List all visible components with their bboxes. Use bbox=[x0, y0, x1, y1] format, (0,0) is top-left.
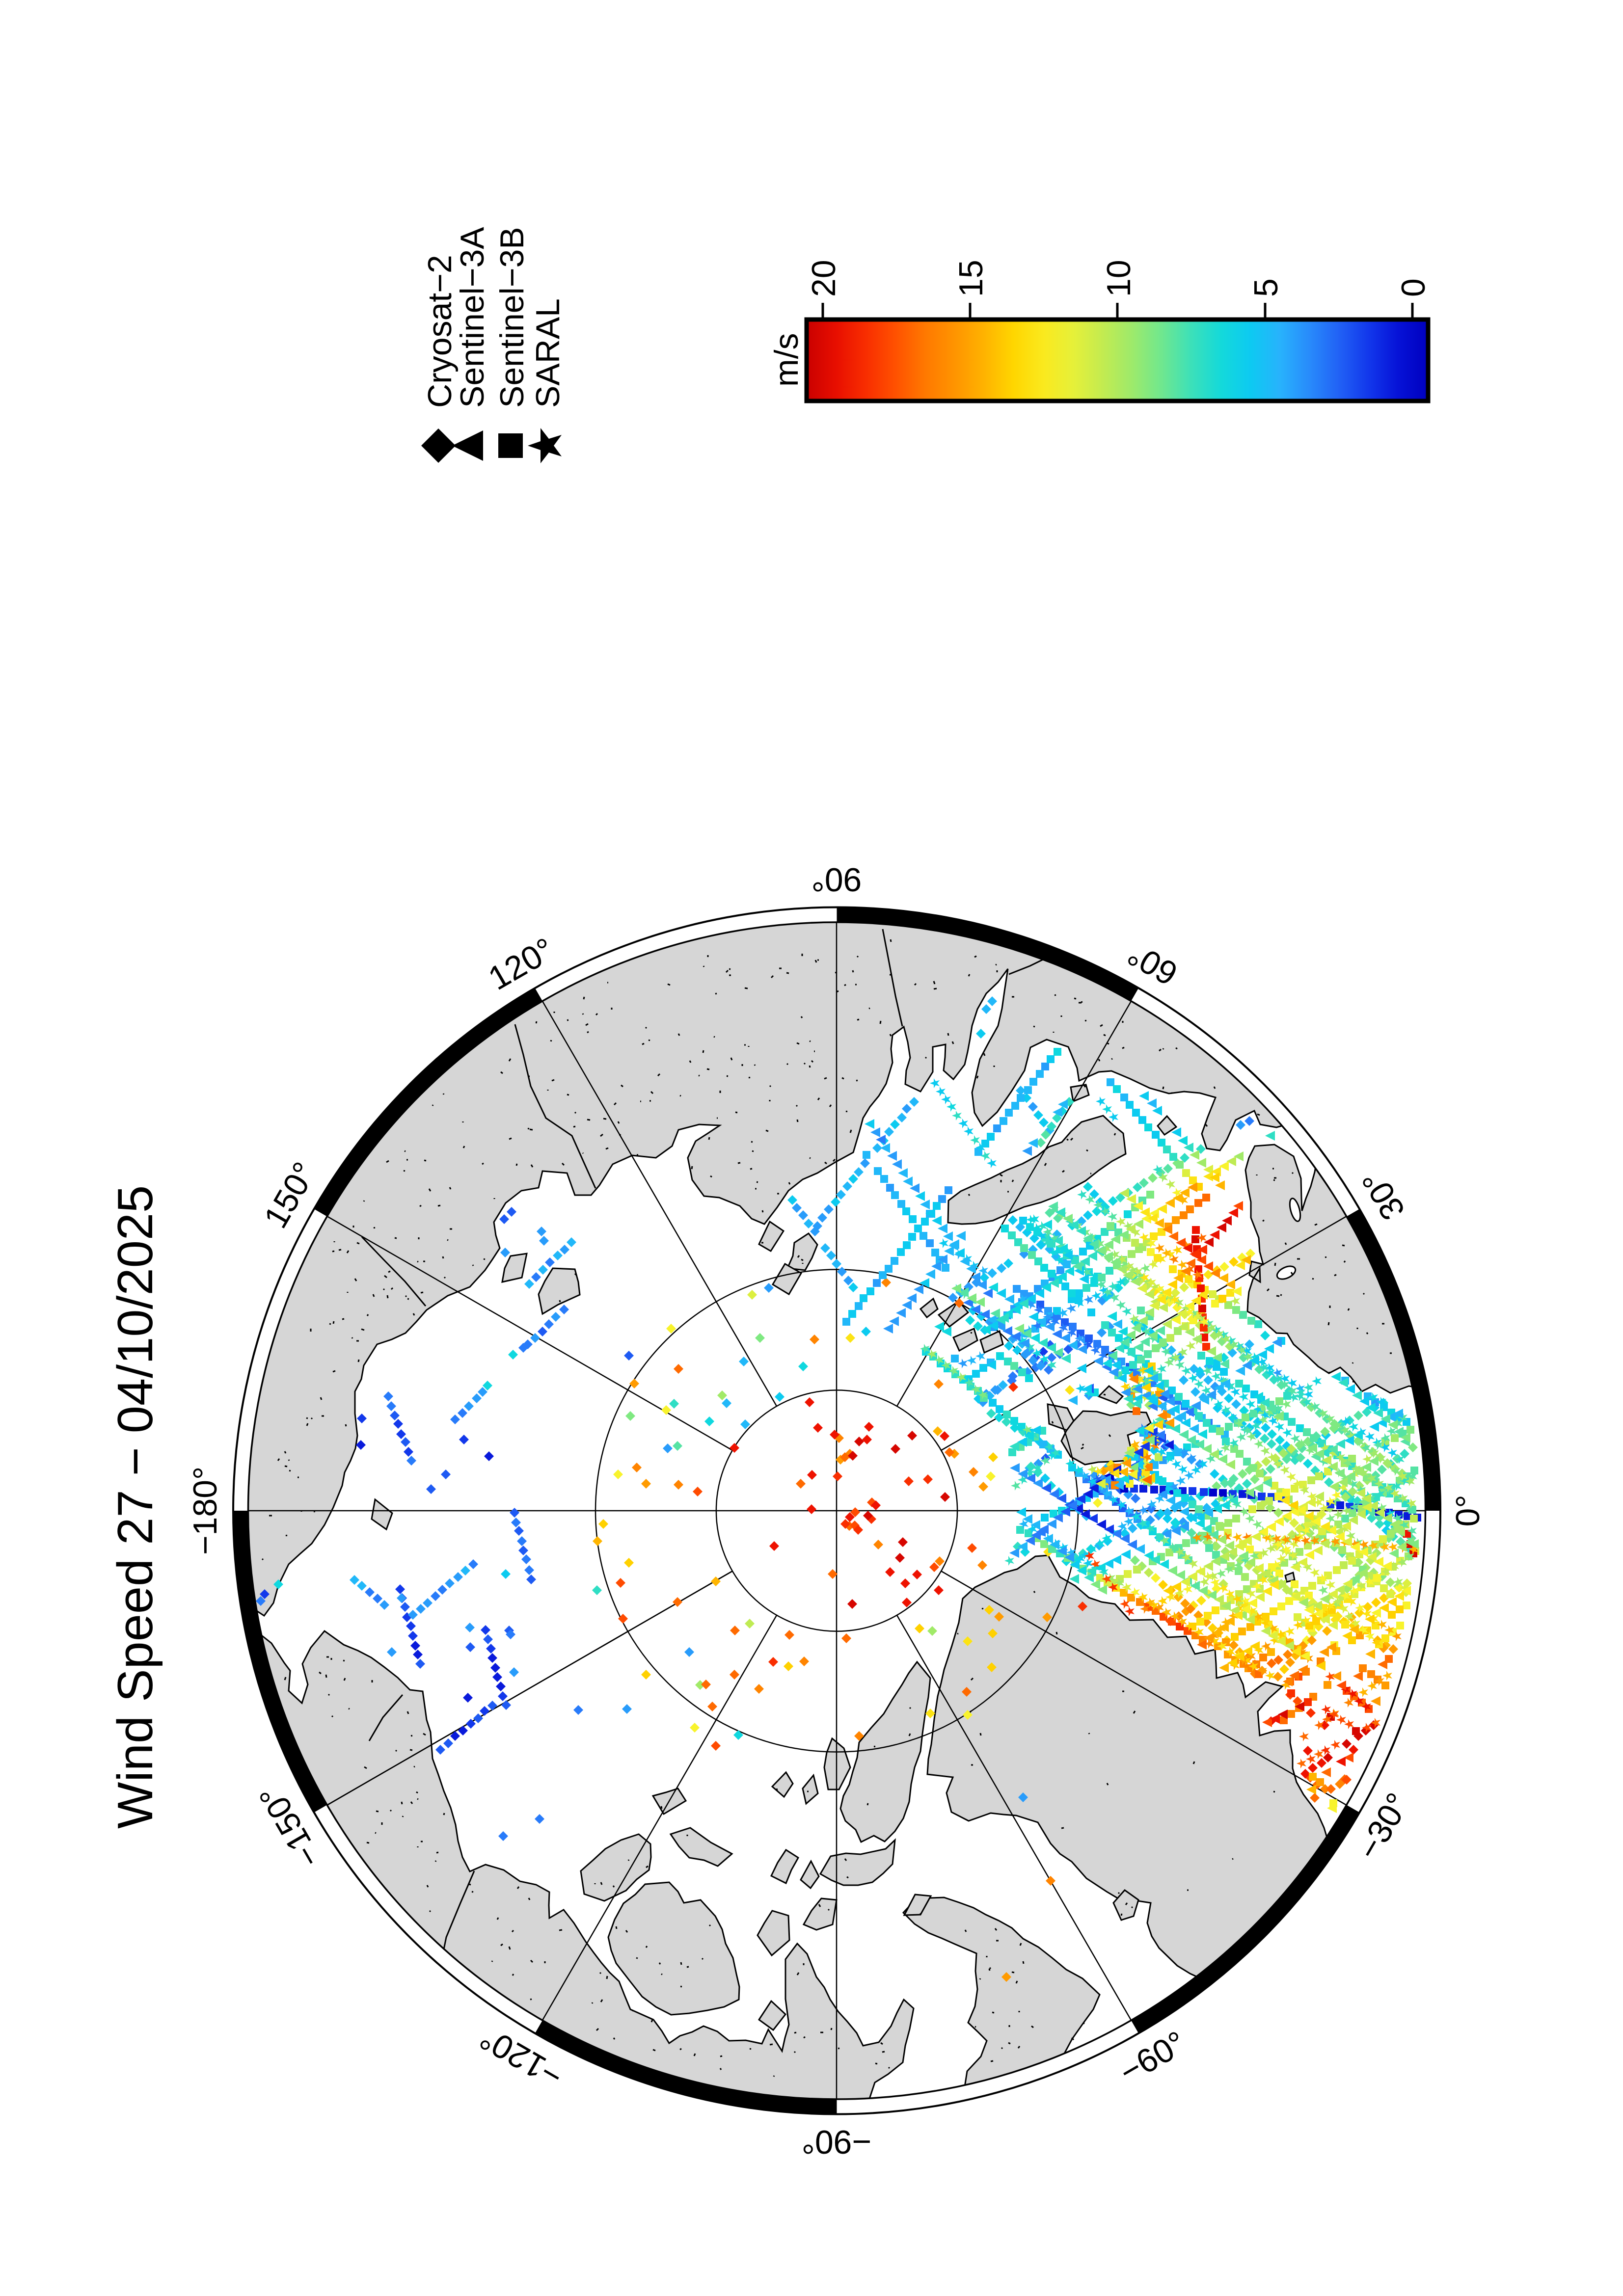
svg-text:Sentinel−3A: Sentinel−3A bbox=[454, 227, 491, 408]
svg-text:20: 20 bbox=[805, 260, 842, 297]
svg-text:SARAL: SARAL bbox=[529, 298, 567, 408]
svg-text:−180°: −180° bbox=[187, 1467, 224, 1555]
svg-text:0: 0 bbox=[1395, 278, 1432, 297]
svg-text:5: 5 bbox=[1247, 278, 1285, 297]
svg-text:Sentinel−3B: Sentinel−3B bbox=[493, 227, 531, 408]
svg-text:90°: 90° bbox=[812, 861, 862, 898]
svg-text:Wind Speed 27 − 04/10/2025: Wind Speed 27 − 04/10/2025 bbox=[108, 1185, 163, 1829]
svg-text:−90°: −90° bbox=[802, 2123, 872, 2161]
svg-text:15: 15 bbox=[952, 260, 990, 297]
svg-text:m/s: m/s bbox=[768, 333, 805, 387]
svg-text:10: 10 bbox=[1100, 260, 1137, 297]
svg-text:0°: 0° bbox=[1449, 1495, 1487, 1526]
svg-text:Cryosat−2: Cryosat−2 bbox=[421, 255, 459, 408]
